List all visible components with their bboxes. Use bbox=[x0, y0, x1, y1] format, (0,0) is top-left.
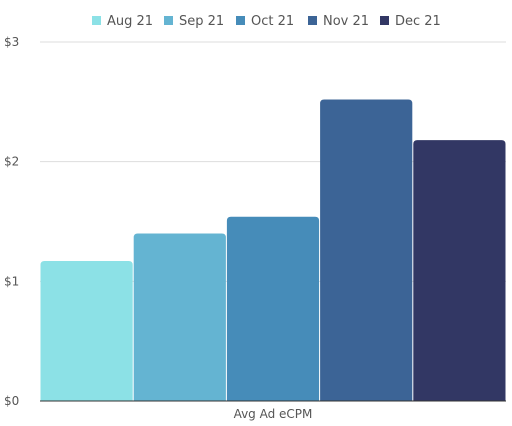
y-tick-label: $2 bbox=[4, 155, 19, 169]
legend-item-aug-21[interactable]: Aug 21 bbox=[92, 14, 153, 29]
x-category-label: Avg Ad eCPM bbox=[234, 407, 313, 421]
bar-sep-21[interactable] bbox=[133, 233, 226, 401]
legend-item-dec-21[interactable]: Dec 21 bbox=[380, 14, 441, 29]
legend-item-nov-21[interactable]: Nov 21 bbox=[308, 14, 369, 29]
legend-label: Oct 21 bbox=[251, 14, 294, 29]
legend-label: Dec 21 bbox=[395, 14, 441, 29]
legend-item-oct-21[interactable]: Oct 21 bbox=[236, 14, 294, 29]
y-tick-label: $1 bbox=[4, 274, 19, 288]
axes: $0 $1 $2 $3 Avg Ad eCPM bbox=[4, 35, 506, 421]
y-tick-label: $3 bbox=[4, 35, 19, 49]
bar-oct-21[interactable] bbox=[226, 216, 320, 401]
bar-aug-21[interactable] bbox=[40, 260, 133, 401]
legend-label: Sep 21 bbox=[179, 14, 224, 29]
legend-swatch bbox=[380, 16, 389, 25]
legend: Aug 21 Sep 21 Oct 21 Nov 21 Dec 21 bbox=[92, 14, 441, 29]
legend-swatch bbox=[92, 16, 101, 25]
bar-dec-21[interactable] bbox=[413, 140, 506, 402]
y-tick-label: $0 bbox=[4, 394, 19, 408]
bar-nov-21[interactable] bbox=[320, 99, 413, 401]
legend-label: Nov 21 bbox=[323, 14, 369, 29]
bars bbox=[40, 99, 506, 402]
legend-swatch bbox=[308, 16, 317, 25]
legend-label: Aug 21 bbox=[107, 14, 153, 29]
legend-swatch bbox=[236, 16, 245, 25]
legend-item-sep-21[interactable]: Sep 21 bbox=[164, 14, 224, 29]
legend-swatch bbox=[164, 16, 173, 25]
